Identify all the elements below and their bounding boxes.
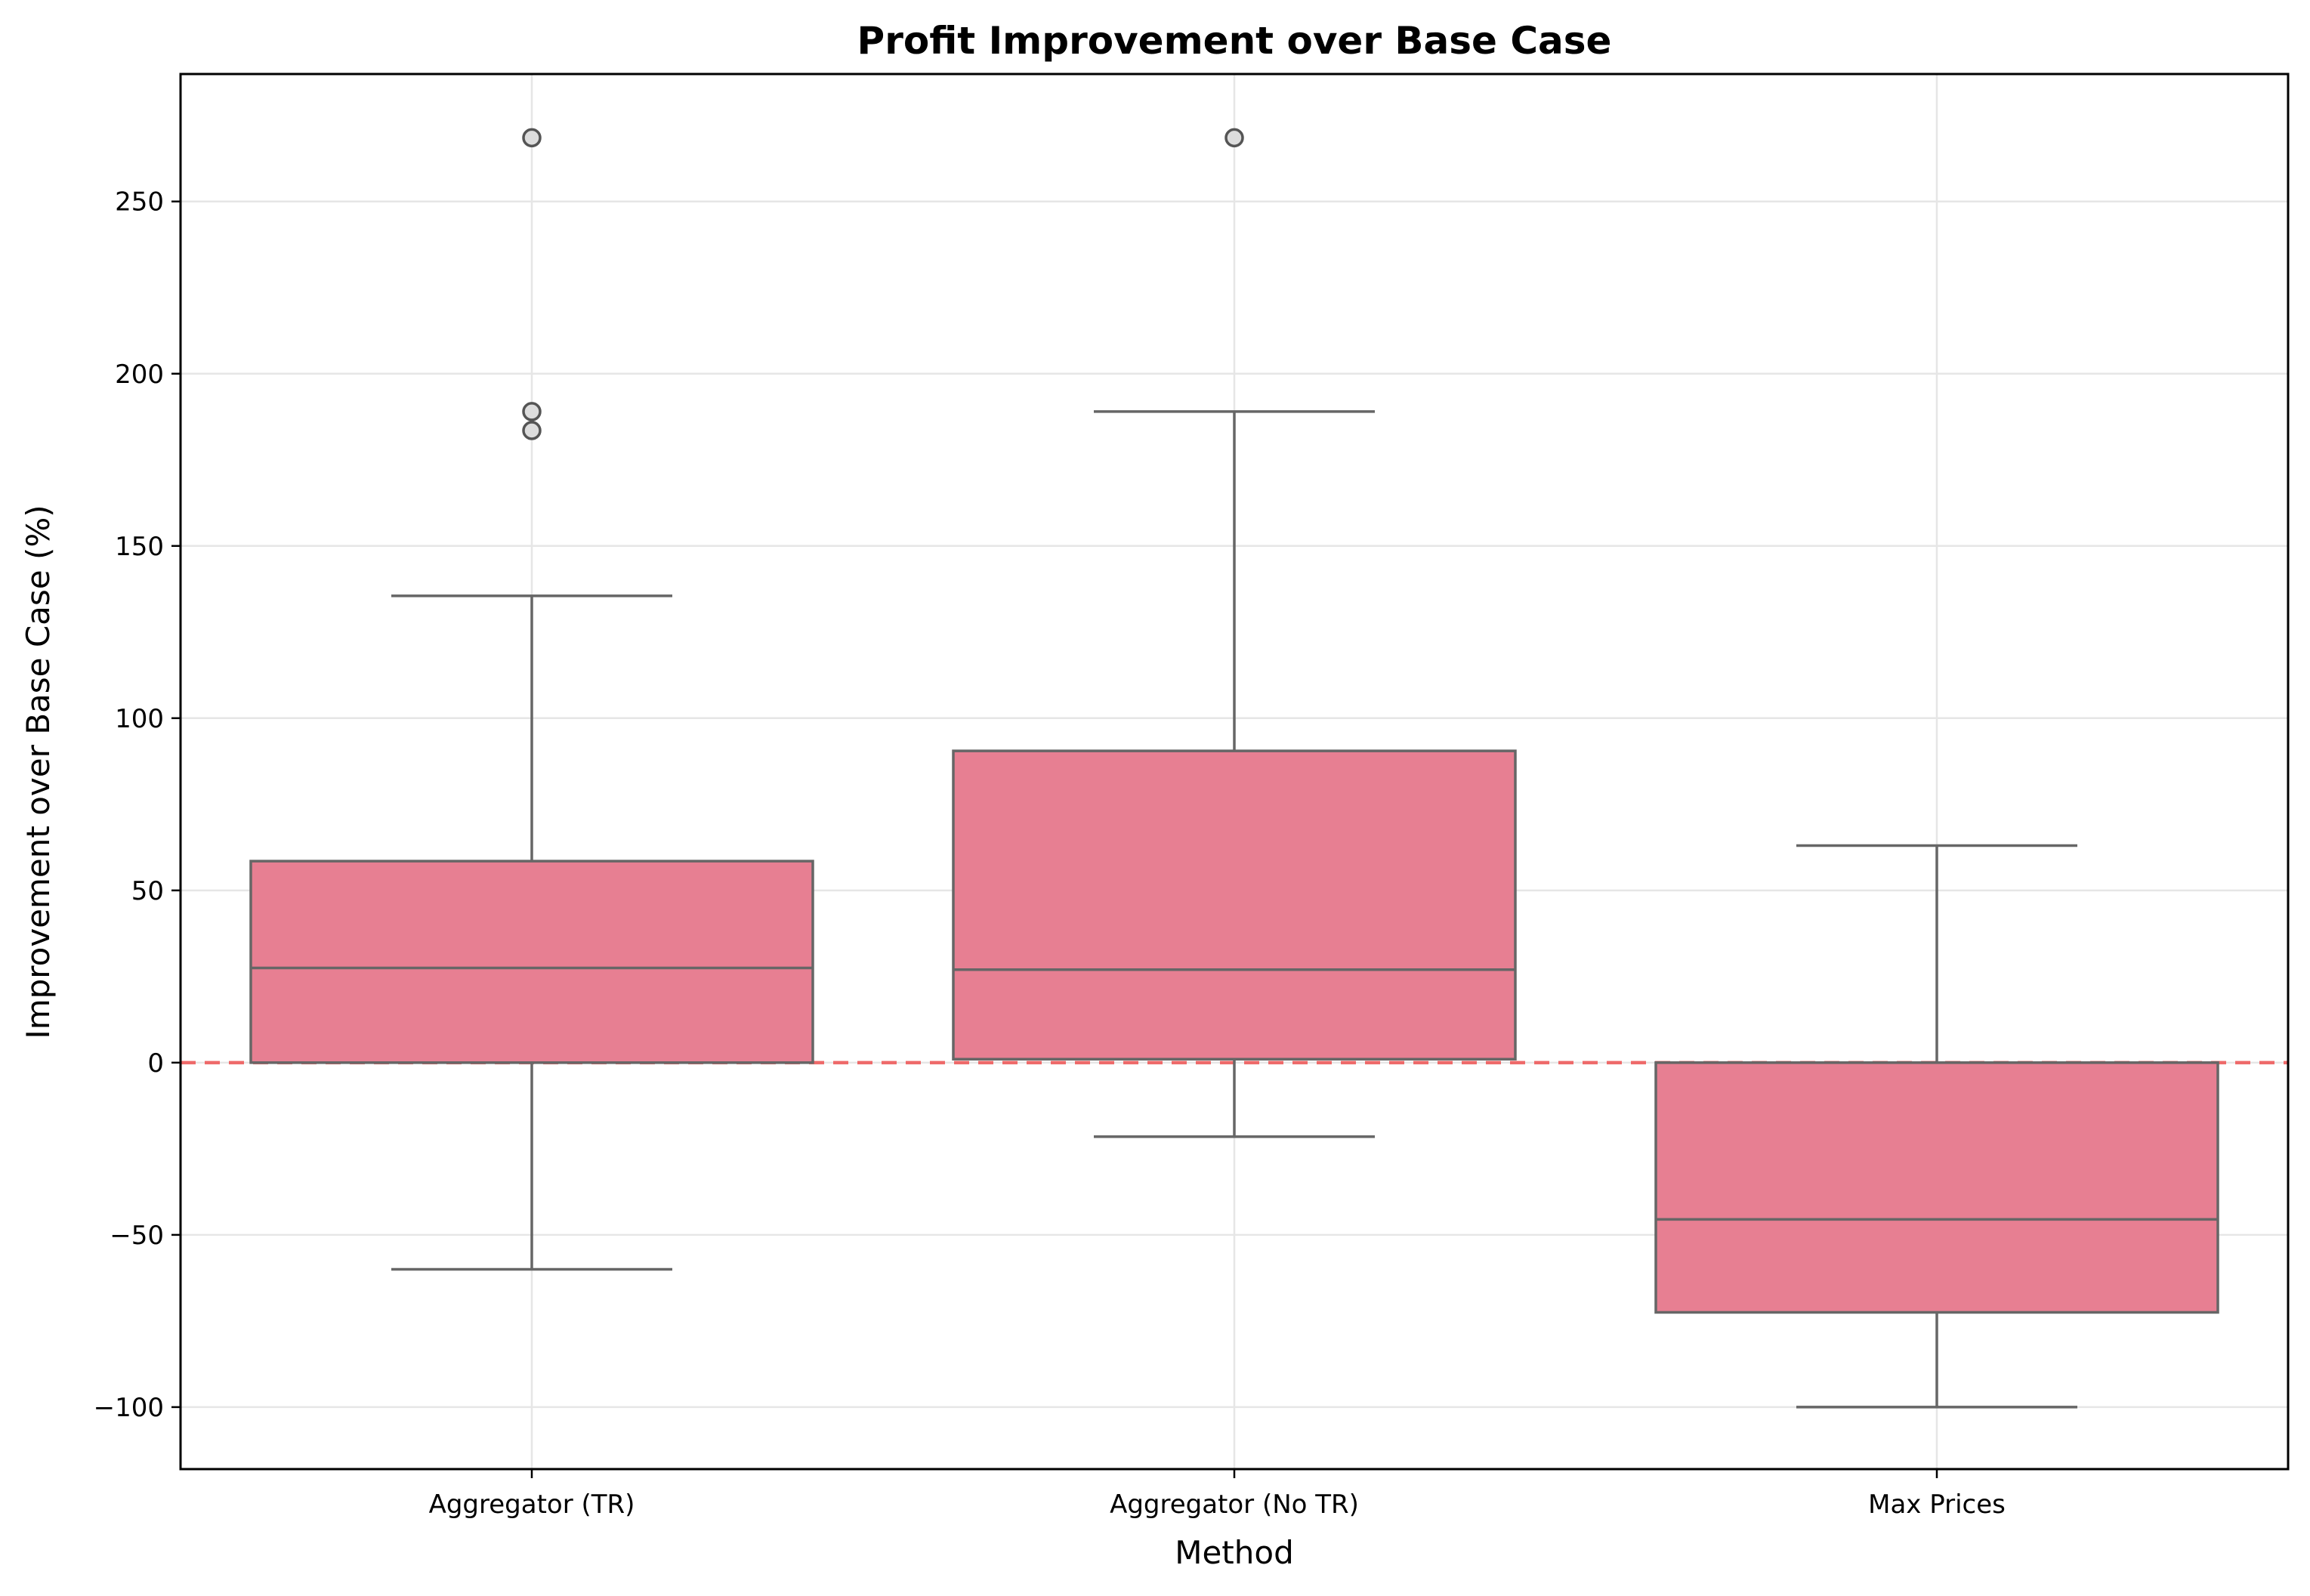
- x-tick-label: Aggregator (No TR): [1110, 1489, 1359, 1520]
- y-tick-label: 250: [115, 187, 164, 218]
- ticks-layer: −100 −50 0 50 100 150 200 250 Aggregator (TR) Agg…: [94, 187, 2006, 1520]
- y-tick-label: 200: [115, 360, 164, 390]
- outlier-point: [522, 402, 542, 421]
- x-tick-label: Aggregator (TR): [429, 1489, 635, 1520]
- chart-title: Profit Improvement over Base Case: [857, 19, 1612, 63]
- y-tick-label: 100: [115, 704, 164, 734]
- outlier-point: [1224, 128, 1244, 148]
- y-tick-label: −50: [110, 1221, 164, 1251]
- box-group: [249, 128, 814, 1271]
- x-tick-label: Max Prices: [1868, 1489, 2006, 1520]
- y-tick-label: 150: [115, 532, 164, 562]
- y-tick-label: 0: [147, 1048, 164, 1079]
- outlier-point: [522, 128, 542, 148]
- y-axis-label: Improvement over Base Case (%): [20, 505, 57, 1039]
- box-group: [952, 128, 1517, 1138]
- y-tick-label: −100: [94, 1393, 164, 1423]
- box-body: [952, 749, 1517, 1061]
- box-group: [1654, 844, 2219, 1409]
- box-body: [249, 860, 814, 1064]
- outlier-point: [522, 421, 542, 440]
- x-axis-label: Method: [1175, 1534, 1294, 1571]
- boxes-layer: [249, 128, 2219, 1409]
- y-tick-label: 50: [131, 876, 164, 906]
- box-body: [1654, 1061, 2219, 1314]
